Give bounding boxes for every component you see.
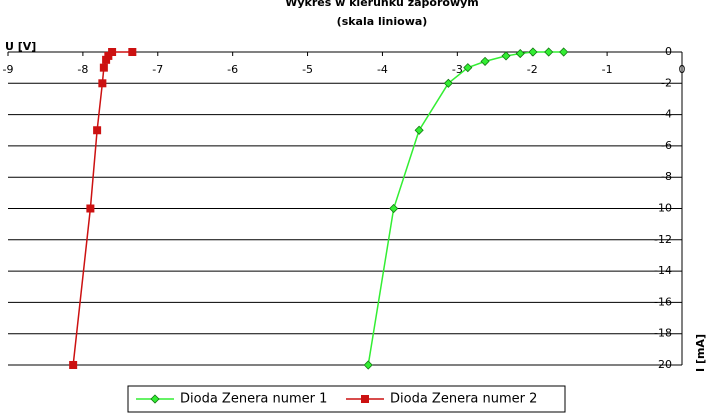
data-point [515,48,525,59]
data-point [389,203,399,214]
chart-title: Wykres w kierunku zaporowym [285,0,479,9]
y-tick-label: -2 [661,76,672,89]
y-tick-label: -18 [654,327,672,340]
data-point [443,78,453,88]
x-tick-label: -8 [77,63,88,76]
x-tick-label: -5 [302,63,313,76]
chart-subtitle: (skala liniowa) [337,15,428,28]
data-point [102,55,111,64]
x-tick-label: -4 [377,63,388,76]
data-point [150,394,160,404]
data-point [363,360,373,370]
x-axis-label: U [V] [5,40,36,53]
y-tick-label: -16 [654,295,672,308]
data-point [528,47,538,57]
data-point [93,126,102,135]
data-point [501,51,511,61]
y-tick-label: -10 [654,202,672,215]
y-axis-label: I [mA] [694,334,707,372]
data-point [128,48,137,56]
data-point [69,361,78,369]
data-point [463,63,473,73]
data-point [361,395,369,403]
x-tick-label: -7 [152,63,163,76]
y-tick-label: -20 [654,358,672,371]
data-point [86,204,95,213]
data-point [99,63,108,72]
x-tick-label: -1 [602,63,613,76]
x-tick-label: 0 [679,63,686,76]
y-tick-label: -4 [661,108,672,121]
data-point [544,47,554,57]
x-tick-label: -3 [452,63,463,76]
data-point [98,79,107,88]
y-tick-label: -6 [661,139,672,152]
x-tick-label: -9 [3,63,14,76]
legend-label: Dioda Zenera numer 1 [180,392,327,407]
data-point [414,125,424,135]
y-tick-label: -12 [654,233,672,246]
legend-label: Dioda Zenera numer 2 [390,392,537,407]
data-point [559,47,569,57]
legend-box [127,385,566,413]
data-point [480,56,490,66]
y-tick-label: 0 [665,45,672,58]
x-tick-label: -2 [527,63,538,76]
y-tick-label: -8 [661,170,672,183]
y-tick-label: -14 [654,264,672,277]
x-tick-label: -6 [227,63,238,76]
